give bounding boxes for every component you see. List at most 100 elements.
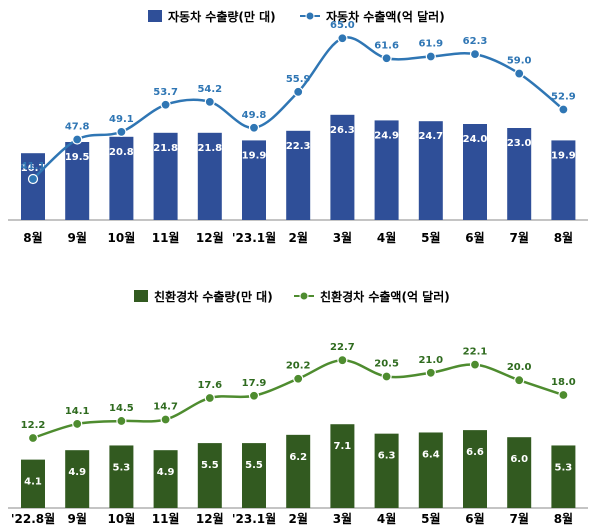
x-tick-label: 4월 bbox=[377, 230, 396, 245]
x-tick-label: 2월 bbox=[289, 230, 308, 245]
line-value-label: 47.8 bbox=[65, 122, 90, 133]
line-value-label: 41.1 bbox=[21, 161, 46, 172]
line-value-label: 59.0 bbox=[507, 56, 532, 67]
bar bbox=[197, 443, 222, 508]
bar-value-label: 6.2 bbox=[289, 452, 307, 463]
x-tick-label: 8월 bbox=[554, 511, 573, 526]
x-tick-label: '23.1월 bbox=[232, 511, 276, 526]
legend-line-label: 친환경차 수출액(억 달러) bbox=[320, 289, 450, 304]
legend-line-marker bbox=[305, 11, 315, 21]
line-point bbox=[204, 392, 215, 404]
legend-line-marker bbox=[299, 291, 309, 301]
bar-value-label: 19.9 bbox=[242, 150, 267, 161]
bar-value-label: 5.5 bbox=[245, 460, 263, 471]
bar-value-label: 20.8 bbox=[109, 147, 134, 158]
bar bbox=[463, 430, 487, 508]
bar bbox=[374, 433, 399, 508]
legend-bar-swatch bbox=[148, 10, 162, 22]
line-point bbox=[337, 33, 348, 44]
line-value-label: 20.2 bbox=[286, 361, 311, 372]
line-value-label: 14.5 bbox=[109, 403, 134, 414]
bottom-value-line bbox=[32, 358, 564, 440]
bar bbox=[242, 443, 266, 508]
x-tick-label: 2월 bbox=[289, 511, 308, 526]
x-tick-label: 8월 bbox=[554, 230, 573, 245]
line-value-label: 18.0 bbox=[551, 377, 576, 388]
line-value-label: 20.0 bbox=[507, 362, 532, 373]
legend-line-label: 자동차 수출액(억 달러) bbox=[326, 9, 445, 24]
bar-value-label: 21.8 bbox=[153, 143, 178, 154]
bar bbox=[463, 124, 487, 220]
auto-export-chart-svg: 자동차 수출량(만 대) 자동차 수출액(억 달러) 16.7 19.5 20.8 21.… bbox=[8, 9, 588, 245]
bar-value-label: 23.0 bbox=[507, 138, 532, 149]
bar bbox=[153, 132, 178, 220]
bar bbox=[286, 130, 311, 220]
top-legend: 자동차 수출량(만 대) 자동차 수출액(억 달러) bbox=[148, 9, 445, 24]
line-point bbox=[558, 389, 569, 401]
line-point bbox=[337, 355, 348, 366]
line-value-label: 52.9 bbox=[551, 91, 576, 102]
line-point bbox=[72, 134, 83, 145]
bar-value-label: 4.9 bbox=[157, 467, 175, 478]
eco-car-export-chart-svg: 친환경차 수출량(만 대) 친환경차 수출액(억 달러) 4.1 4.9 5.3 4.9 5… bbox=[8, 289, 588, 526]
line-value-label: 61.6 bbox=[374, 40, 399, 51]
x-tick-label: 6월 bbox=[465, 511, 484, 526]
bar bbox=[551, 140, 576, 220]
x-tick-label: 3월 bbox=[333, 511, 352, 526]
line-point bbox=[27, 432, 39, 444]
line-value-label: 14.7 bbox=[153, 401, 178, 412]
bar-value-label: 6.6 bbox=[466, 447, 484, 458]
line-point bbox=[72, 418, 83, 430]
x-tick-label: 8월 bbox=[23, 230, 42, 245]
x-tick-label: 7월 bbox=[510, 511, 529, 526]
line-value-label: 21.0 bbox=[418, 355, 443, 366]
x-tick-label: 4월 bbox=[377, 511, 396, 526]
line-value-label: 20.5 bbox=[374, 358, 399, 369]
bar bbox=[21, 153, 45, 220]
x-tick-label: '23.1월 bbox=[232, 230, 276, 245]
line-value-label: 12.2 bbox=[21, 420, 46, 431]
line-point bbox=[425, 367, 436, 378]
bar bbox=[109, 136, 134, 220]
bar-value-label: 5.3 bbox=[555, 462, 573, 473]
bar-value-label: 5.3 bbox=[113, 462, 131, 473]
x-tick-label: 11월 bbox=[152, 511, 180, 526]
line-value-label: 55.9 bbox=[286, 74, 311, 85]
bar-value-label: 26.3 bbox=[330, 125, 355, 136]
bar-value-label: 7.1 bbox=[334, 441, 352, 452]
x-tick-label: 11월 bbox=[152, 230, 180, 245]
bar-value-label: 21.8 bbox=[197, 143, 222, 154]
line-point bbox=[558, 104, 569, 115]
line-point bbox=[381, 53, 392, 64]
x-tick-label: 3월 bbox=[333, 230, 352, 245]
bar bbox=[330, 424, 355, 508]
line-point bbox=[116, 415, 127, 427]
bar bbox=[197, 132, 222, 220]
bar-value-label: 24.0 bbox=[463, 134, 488, 145]
line-value-label: 14.1 bbox=[65, 406, 90, 417]
bar-value-label: 4.9 bbox=[68, 467, 86, 478]
line-point bbox=[160, 99, 171, 110]
line-point bbox=[514, 68, 525, 79]
line-value-label: 22.1 bbox=[463, 347, 488, 358]
x-tick-label: 5월 bbox=[421, 230, 440, 245]
bar bbox=[507, 437, 532, 508]
x-tick-label: 10월 bbox=[108, 230, 136, 245]
bar bbox=[242, 140, 266, 220]
line-value-label: 53.7 bbox=[153, 87, 178, 98]
legend-bar-label: 자동차 수출량(만 대) bbox=[168, 9, 276, 24]
line-point bbox=[469, 359, 481, 370]
bar bbox=[109, 445, 134, 508]
x-tick-label: 6월 bbox=[465, 230, 484, 245]
x-tick-label: 9월 bbox=[68, 230, 87, 245]
line-point bbox=[116, 126, 127, 137]
line-point bbox=[469, 49, 481, 60]
eco-car-export-chart: 친환경차 수출량(만 대) 친환경차 수출액(억 달러) 4.1 4.9 5.3 4.9 5… bbox=[0, 268, 596, 528]
bar-value-label: 24.7 bbox=[418, 131, 443, 142]
bar-value-label: 6.0 bbox=[510, 454, 528, 465]
line-point bbox=[248, 122, 260, 133]
bar bbox=[418, 121, 443, 220]
legend-bar-label: 친환경차 수출량(만 대) bbox=[154, 289, 273, 304]
line-point bbox=[248, 390, 260, 401]
line-point bbox=[204, 96, 215, 107]
